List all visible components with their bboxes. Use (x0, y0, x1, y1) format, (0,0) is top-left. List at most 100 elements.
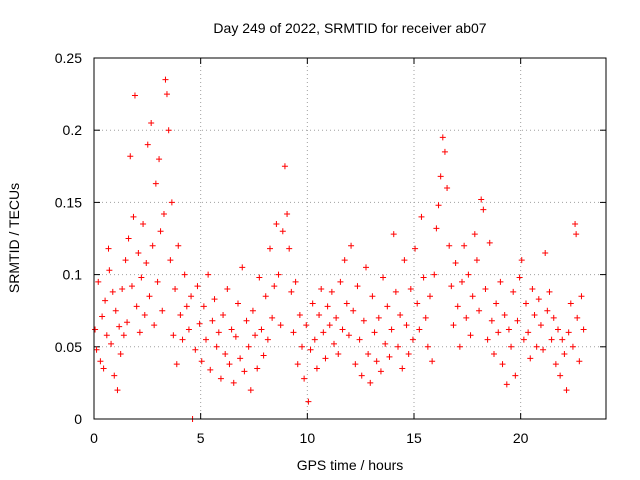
data-point (454, 303, 461, 310)
data-point (141, 312, 148, 319)
data-point (412, 245, 419, 252)
data-point (529, 286, 536, 293)
data-point (309, 300, 316, 307)
data-point (172, 286, 179, 293)
data-point (356, 336, 363, 343)
data-point (119, 286, 126, 293)
data-point (501, 312, 508, 319)
data-point (486, 239, 493, 246)
data-point (203, 336, 209, 343)
data-point (448, 283, 455, 290)
data-point (125, 235, 132, 242)
data-point (108, 340, 115, 347)
data-point (392, 288, 399, 295)
data-point (217, 375, 224, 382)
data-point (226, 361, 233, 368)
data-point (111, 372, 118, 379)
data-point (316, 312, 323, 319)
data-point (563, 387, 570, 394)
data-point (324, 303, 331, 310)
data-point (382, 340, 389, 347)
x-tick-label: 10 (300, 430, 316, 446)
data-point (122, 257, 129, 264)
y-tick-label: 0.15 (55, 194, 82, 210)
data-point (552, 361, 559, 368)
data-point (375, 314, 382, 321)
data-point (222, 351, 229, 358)
data-point (508, 343, 515, 350)
data-point (569, 343, 576, 350)
data-point (146, 293, 153, 300)
data-point (269, 314, 276, 321)
data-point (249, 307, 256, 314)
data-point (326, 322, 333, 329)
data-point (414, 300, 421, 307)
data-point (565, 329, 572, 336)
data-point (133, 303, 140, 310)
data-point (439, 134, 446, 141)
data-point (151, 322, 158, 329)
data-point (409, 336, 416, 343)
data-point (277, 322, 284, 329)
y-tick-label: 0.2 (63, 122, 83, 138)
data-point (469, 293, 476, 300)
data-point (301, 375, 308, 382)
x-axis-label: GPS time / hours (297, 457, 404, 473)
data-point (350, 307, 357, 314)
data-point (503, 381, 510, 388)
data-point (505, 326, 512, 333)
data-point (173, 361, 180, 368)
data-point (418, 213, 425, 220)
data-point (198, 358, 205, 365)
data-point (523, 300, 529, 307)
x-tick-label: 5 (197, 430, 205, 446)
data-point (149, 242, 156, 249)
x-tick-label: 20 (513, 430, 529, 446)
data-point (95, 278, 102, 285)
data-point (343, 300, 350, 307)
data-point (127, 153, 134, 160)
data-point (311, 336, 318, 343)
data-point (156, 156, 163, 163)
data-point (165, 127, 172, 134)
y-tick-label: 0.1 (63, 267, 83, 283)
data-point (128, 283, 135, 290)
data-point (388, 326, 395, 333)
data-point (235, 300, 241, 307)
data-point (422, 314, 429, 321)
data-point (307, 346, 314, 353)
data-point (576, 358, 583, 365)
data-point (138, 274, 145, 281)
data-point (97, 358, 104, 365)
data-point (232, 333, 239, 340)
data-point (365, 351, 372, 358)
data-point (273, 221, 280, 228)
data-point (333, 314, 340, 321)
data-point (580, 326, 587, 333)
data-point (348, 242, 355, 249)
data-point (286, 245, 293, 252)
data-point (456, 343, 463, 350)
data-point (373, 358, 380, 365)
data-point (510, 288, 517, 295)
data-point (262, 293, 269, 300)
data-point (542, 249, 549, 256)
data-point (518, 257, 525, 264)
data-point (384, 303, 391, 310)
data-point (170, 332, 177, 339)
x-tick-label: 0 (90, 430, 98, 446)
data-point (459, 278, 465, 285)
data-point (537, 322, 544, 329)
data-point (279, 228, 286, 235)
data-point (292, 278, 299, 285)
data-point (427, 293, 433, 300)
data-point (482, 286, 489, 293)
data-point (401, 257, 408, 264)
data-point (93, 346, 100, 353)
data-point (211, 296, 218, 303)
data-point (484, 336, 491, 343)
data-point (207, 366, 214, 373)
data-point (431, 271, 438, 278)
data-point (256, 274, 263, 281)
data-point (525, 329, 532, 336)
